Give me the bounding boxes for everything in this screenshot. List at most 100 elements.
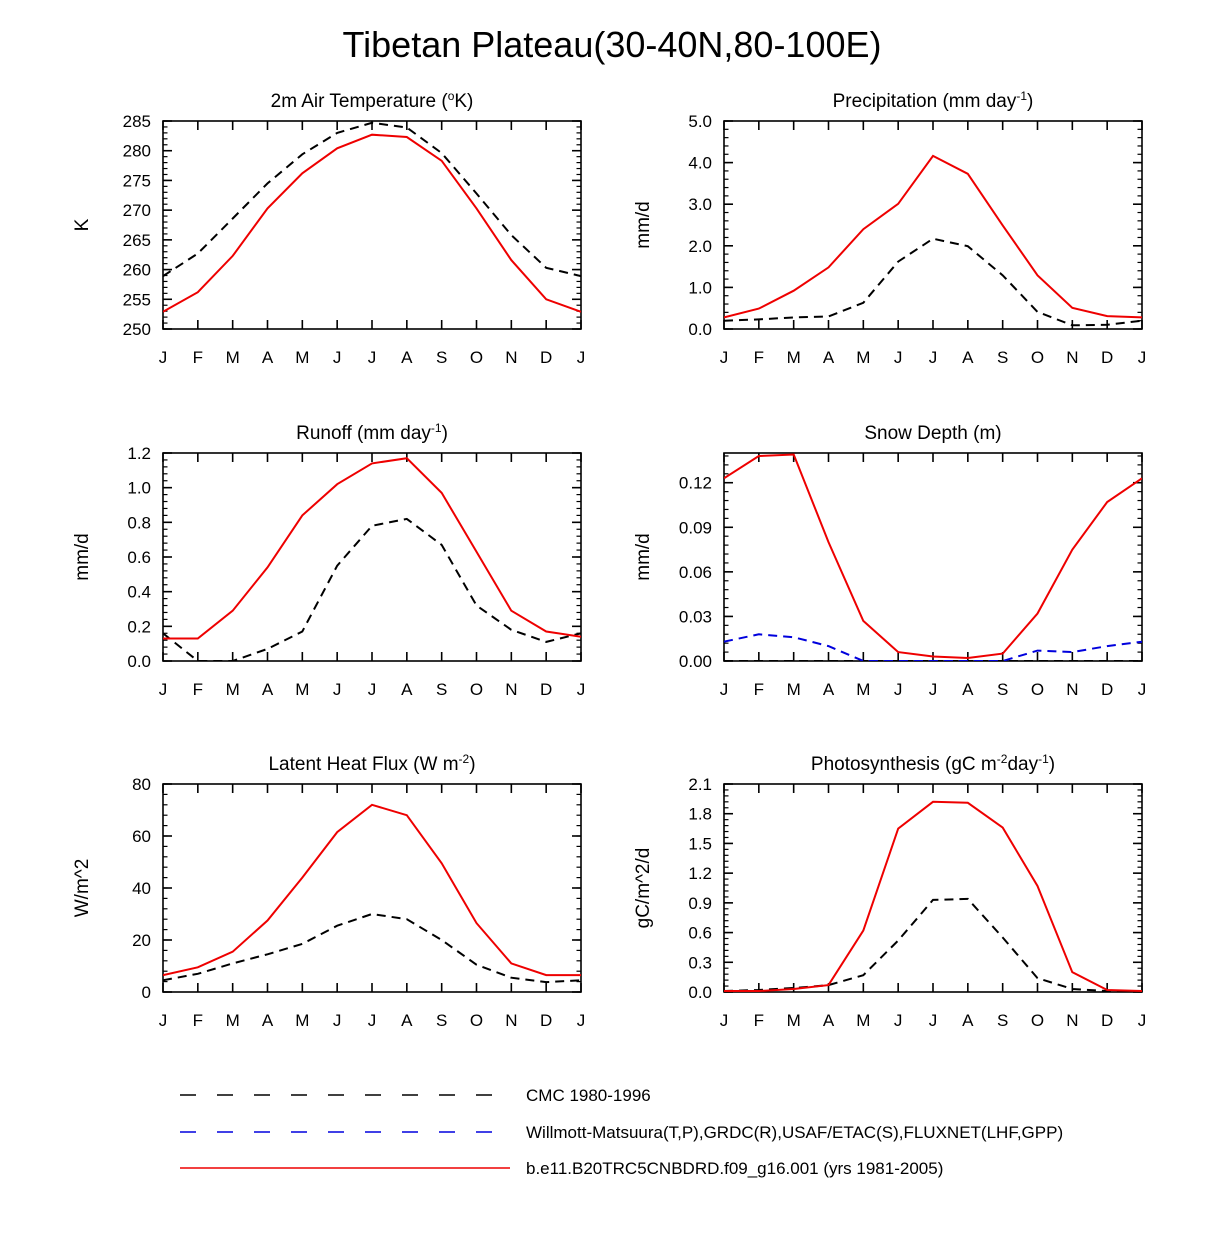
y-tick-label: 40 [132, 879, 151, 898]
x-tick-label: J [894, 1011, 903, 1030]
x-tick-label: J [333, 348, 342, 367]
x-tick-label: O [1031, 680, 1044, 699]
x-tick-label: F [754, 680, 764, 699]
y-tick-label: 1.2 [127, 444, 151, 463]
series-line-model [163, 803, 581, 977]
x-tick-label: O [1031, 348, 1044, 367]
panel-title: Latent Heat Flux (W m-2) [268, 752, 475, 775]
series-line-model [724, 800, 1142, 992]
legend: CMC 1980-1996 Willmott-Matsuura(T,P),GRDC… [180, 1086, 1063, 1178]
x-tick-label: M [856, 1011, 870, 1030]
x-tick-label: F [754, 1011, 764, 1030]
y-tick-label: 280 [123, 142, 151, 161]
x-tick-label: J [159, 680, 168, 699]
legend-label-cmc: CMC 1980-1996 [526, 1086, 651, 1105]
x-tick-label: D [540, 680, 552, 699]
x-tick-label: N [505, 348, 517, 367]
x-tick-label: S [997, 1011, 1008, 1030]
x-tick-label: M [856, 348, 870, 367]
x-tick-label: J [720, 680, 729, 699]
x-tick-label: A [823, 1011, 835, 1030]
y-tick-label: 0.6 [688, 924, 712, 943]
y-tick-label: 80 [132, 775, 151, 794]
y-tick-label: 250 [123, 320, 151, 339]
x-tick-label: J [333, 1011, 342, 1030]
x-tick-label: N [1066, 680, 1078, 699]
plot-frame [723, 783, 1143, 993]
x-tick-label: A [962, 1011, 974, 1030]
x-tick-label: S [436, 1011, 447, 1030]
y-tick-label: 0.4 [127, 583, 151, 602]
y-tick-label: 0.9 [688, 894, 712, 913]
x-tick-label: A [262, 1011, 274, 1030]
legend-label-model: b.e11.B20TRC5CNBDRD.f09_g16.001 (yrs 198… [526, 1159, 943, 1178]
x-tick-label: J [368, 680, 377, 699]
panel-photosynthesis-gc-mday: J F M A M J J A S O N D J 0.0 0.3 0.6 0.9 1.2 1.5 1.8 2.1 Pho… [633, 752, 1146, 1030]
x-tick-label: O [470, 680, 483, 699]
x-tick-label: J [368, 348, 377, 367]
x-tick-label: D [540, 348, 552, 367]
x-tick-label: F [193, 348, 203, 367]
x-tick-label: A [401, 680, 413, 699]
y-axis-label: mm/d [633, 533, 654, 581]
panel-2m-air-temperature-k: J F M A M J J A S O N D J 250 255 260 265 270 275 280 285 2m … [72, 89, 585, 367]
y-axis-label: mm/d [72, 533, 93, 581]
series-line-model [724, 154, 1142, 319]
y-tick-label: 5.0 [688, 112, 712, 131]
y-tick-label: 0.8 [127, 513, 151, 532]
x-tick-label: J [159, 348, 168, 367]
y-axis-label: K [72, 218, 93, 231]
y-tick-label: 0.09 [679, 518, 712, 537]
x-tick-label: M [226, 1011, 240, 1030]
y-tick-label: 4.0 [688, 154, 712, 173]
x-tick-label: M [226, 680, 240, 699]
x-tick-label: O [470, 348, 483, 367]
x-tick-label: M [787, 680, 801, 699]
y-tick-label: 260 [123, 261, 151, 280]
x-tick-label: M [787, 348, 801, 367]
series-line-cmc [724, 897, 1142, 992]
panel-title: Photosynthesis (gC m-2day-1) [811, 752, 1055, 775]
panel-title: Snow Depth (m) [864, 423, 1001, 444]
x-tick-label: O [470, 1011, 483, 1030]
panel-snow-depth-m: J F M A M J J A S O N D J 0.00 0.03 0.06 0.09 0.12 Snow De… [633, 423, 1146, 699]
x-tick-label: J [577, 680, 586, 699]
x-tick-label: S [436, 680, 447, 699]
panel-title: Precipitation (mm day-1) [833, 89, 1034, 112]
series-line-model [163, 133, 581, 313]
plot-frame [723, 452, 1143, 662]
y-tick-label: 2.0 [688, 237, 712, 256]
x-tick-label: J [929, 348, 938, 367]
y-tick-label: 0.2 [127, 617, 151, 636]
series-line-cmc [163, 121, 581, 278]
x-tick-label: J [159, 1011, 168, 1030]
y-tick-label: 285 [123, 112, 151, 131]
x-tick-label: J [720, 1011, 729, 1030]
x-tick-label: O [1031, 1011, 1044, 1030]
x-tick-label: N [505, 1011, 517, 1030]
y-axis-label: W/m^2 [72, 859, 93, 918]
y-tick-label: 0.6 [127, 548, 151, 567]
y-tick-label: 1.8 [688, 805, 712, 824]
y-tick-label: 0.3 [688, 953, 712, 972]
x-tick-label: A [962, 348, 974, 367]
x-tick-label: M [295, 680, 309, 699]
x-tick-label: N [505, 680, 517, 699]
x-tick-label: D [1101, 680, 1113, 699]
y-tick-label: 0.0 [127, 652, 151, 671]
x-tick-label: J [577, 348, 586, 367]
y-tick-label: 2.1 [688, 775, 712, 794]
x-tick-label: S [997, 348, 1008, 367]
x-tick-label: A [823, 680, 835, 699]
y-tick-label: 270 [123, 201, 151, 220]
y-tick-label: 0.0 [688, 983, 712, 1002]
y-tick-label: 275 [123, 171, 151, 190]
x-tick-label: A [262, 680, 274, 699]
x-tick-label: D [540, 1011, 552, 1030]
x-tick-label: N [1066, 348, 1078, 367]
y-axis-label: gC/m^2/d [633, 848, 654, 929]
panel-title: 2m Air Temperature (oK) [271, 89, 474, 112]
series-line-cmc [163, 517, 581, 661]
